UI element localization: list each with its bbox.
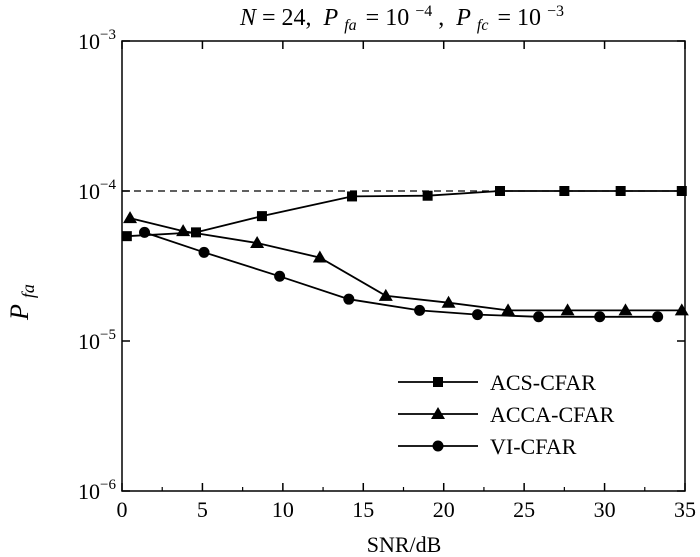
data-point [414,304,426,316]
y-axis-label-sub: fa [18,284,38,298]
x-tick-label: 0 [117,497,128,522]
x-tick-label: 20 [433,497,455,522]
series-line [129,217,682,312]
data-point [594,311,606,323]
data-point [652,311,664,323]
data-point [274,270,286,282]
y-tick-exp: −5 [100,327,116,343]
y-tick-base: 10 [78,179,100,204]
title-pfc-sub: fc [477,17,489,34]
data-point [471,309,483,321]
y-tick-label: 10−6 [78,477,116,504]
y-tick-exp: −6 [100,477,116,493]
title-pfc-exp: −3 [547,3,564,20]
data-point [495,186,506,196]
x-tick-label: 25 [513,497,535,522]
legend-marker [432,440,444,452]
x-axis-label: SNR/dB [367,532,442,557]
data-point [198,246,210,258]
y-axis-label: P fa [5,284,38,321]
x-tick-label: 30 [594,497,616,522]
title-pfa-sep: , [438,5,444,31]
series-line [144,231,658,318]
title-n-val: = 24, [262,5,312,31]
title-pfa-eq: = 10 [366,5,410,31]
legend-label: VI-CFAR [490,434,577,459]
data-point [139,226,151,238]
data-point [123,211,138,224]
chart-title: N = 24, P fa = 10 −4 , P fc = 10 −3 [239,0,564,36]
data-point [121,231,132,242]
legend: ACS-CFAR ACCA-CFAR VI-CFAR [398,370,615,459]
series-line [126,190,682,238]
legend-entry: ACS-CFAR [398,370,596,395]
y-tick-exp: −3 [100,27,116,43]
title-pfa-var: P [323,5,339,31]
data-point [533,311,545,323]
legend-entry: VI-CFAR [398,434,577,459]
y-tick-labels: 10−310−410−510−6 [78,27,116,504]
series-acca-cfar [123,211,689,316]
y-tick-label: 10−3 [78,27,116,54]
x-tick-label: 35 [674,497,696,522]
data-point [422,190,433,201]
title-n-var: N [239,5,258,31]
y-tick-label: 10−5 [78,327,116,354]
data-point [347,191,358,202]
y-tick-base: 10 [78,329,100,354]
y-axis-label-var: P [5,304,34,321]
data-point [441,295,456,308]
x-tick-labels: 0 5 10 15 20 25 30 35 [117,497,697,522]
title-pfc-eq: = 10 [497,5,541,31]
series-group [121,186,689,323]
x-tick-label: 5 [197,497,208,522]
legend-marker [433,377,443,387]
legend-marker [431,407,445,419]
data-point [501,303,516,316]
legend-label: ACS-CFAR [490,370,596,395]
data-point [312,250,327,263]
legend-label: ACCA-CFAR [490,402,615,427]
y-tick-label: 10−4 [78,177,116,204]
data-point [378,288,393,301]
data-point [256,211,267,222]
y-tick-exp: −4 [100,177,116,193]
y-tick-base: 10 [78,479,100,504]
series-acs-cfar [121,186,687,242]
data-point [560,303,575,316]
data-point [343,293,355,305]
data-point [559,186,570,196]
title-pfa-sub: fa [344,17,356,34]
data-point [676,186,687,196]
data-point [674,303,689,316]
data-point [615,186,626,196]
y-tick-base: 10 [78,29,100,54]
title-pfa-exp: −4 [415,3,432,20]
axis-ticks [121,40,686,492]
x-tick-label: 10 [272,497,294,522]
data-point [250,236,265,249]
title-pfc-var: P [455,5,471,31]
legend-entry: ACCA-CFAR [398,402,615,427]
x-tick-label: 15 [352,497,374,522]
series-vi-cfar [139,226,664,323]
data-point [618,303,633,316]
data-point [176,224,191,237]
